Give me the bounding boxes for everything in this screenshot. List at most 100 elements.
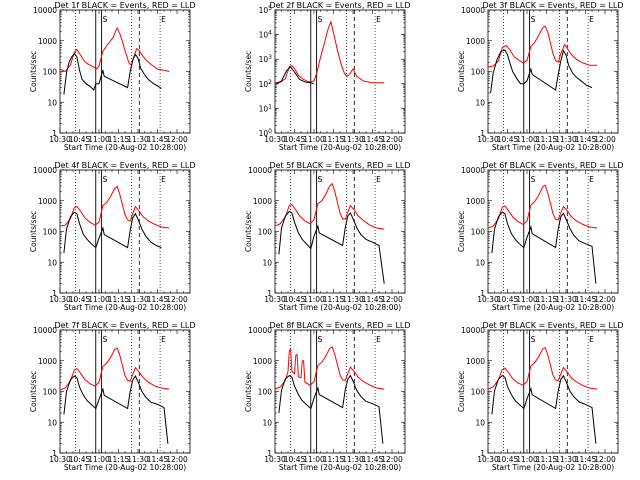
y-tick-label: 1000 — [253, 197, 272, 206]
x-axis-label: Start Time (20-Aug-02 10:28:00) — [279, 143, 401, 152]
y-tick-label: 101 — [259, 103, 273, 113]
x-tick-label: 11:30 — [127, 455, 149, 464]
x-tick-label: 11:30 — [127, 135, 149, 144]
lld-series-line — [488, 346, 598, 390]
x-tick-label: 11:45 — [575, 135, 597, 144]
x-tick-label: 11:30 — [555, 295, 577, 304]
x-tick-label: 11:15 — [536, 455, 558, 464]
x-tick-label: 11:00 — [88, 135, 110, 144]
x-tick-label: 11:00 — [303, 135, 325, 144]
y-tick-label: 1 — [52, 289, 57, 298]
x-tick-label: 10:30 — [477, 295, 499, 304]
x-tick-label: 12:00 — [166, 295, 188, 304]
y-tick-label: 1000 — [253, 357, 272, 366]
panel-det-3: Det 3f BLACK = Events, RED = LLD 1 10 100 10… — [457, 1, 624, 152]
plot-frame — [59, 329, 191, 454]
x-tick-label: 10:30 — [477, 455, 499, 464]
x-tick-label: 12:00 — [166, 455, 188, 464]
x-tick-label: 12:00 — [381, 455, 403, 464]
y-tick-label: 1 — [267, 289, 272, 298]
y-tick-label: 10000 — [248, 326, 272, 335]
y-axis-label: Counts/sec — [244, 371, 253, 412]
y-tick-label: 100 — [258, 388, 273, 397]
y-axis-label: Counts/sec — [244, 211, 253, 252]
events-series-line — [491, 211, 597, 284]
y-tick-label: 10 — [262, 258, 272, 267]
y-tick-label: 10 — [262, 418, 272, 427]
lld-series-line — [60, 347, 170, 391]
y-tick-label: 10 — [475, 98, 485, 107]
x-tick-label: 10:45 — [69, 295, 91, 304]
x-tick-label: 11:00 — [516, 295, 538, 304]
y-tick-label: 105 — [259, 5, 273, 15]
y-axis-label: Counts/sec — [29, 51, 38, 92]
end-marker-label: E — [589, 15, 594, 24]
y-tick-label: 102 — [259, 79, 273, 89]
x-tick-label: 11:45 — [362, 455, 384, 464]
start-marker-label: S — [531, 335, 536, 344]
panel-title: Det 1f BLACK = Events, RED = LLD — [54, 1, 195, 10]
y-tick-label: 1 — [480, 449, 485, 458]
x-axis-label: Start Time (20-Aug-02 10:28:00) — [64, 303, 186, 312]
x-tick-label: 11:15 — [323, 295, 345, 304]
panel-title: Det 6f BLACK = Events, RED = LLD — [482, 161, 623, 170]
x-tick-label: 10:30 — [264, 135, 286, 144]
y-tick-label: 1 — [52, 129, 57, 138]
x-tick-label: 11:45 — [575, 295, 597, 304]
x-tick-label: 11:00 — [303, 455, 325, 464]
x-tick-label: 11:45 — [575, 455, 597, 464]
x-tick-label: 10:45 — [284, 295, 306, 304]
x-tick-label: 10:45 — [497, 135, 519, 144]
y-tick-label: 100 — [43, 68, 58, 77]
events-series-line — [63, 52, 162, 95]
x-axis-label: Start Time (20-Aug-02 10:28:00) — [492, 303, 614, 312]
y-axis-label: Counts/sec — [244, 51, 253, 92]
start-marker-label: S — [103, 335, 108, 344]
x-tick-label: 10:30 — [264, 455, 286, 464]
y-tick-label: 100 — [258, 228, 273, 237]
panel-title: Det 9f BLACK = Events, RED = LLD — [482, 321, 623, 330]
start-marker-label: S — [318, 15, 323, 24]
y-axis-label: Counts/sec — [29, 211, 38, 252]
events-series-line — [278, 374, 384, 444]
x-tick-label: 12:00 — [594, 135, 616, 144]
y-axis-label: Counts/sec — [457, 211, 466, 252]
end-marker-label: E — [161, 15, 166, 24]
x-tick-label: 12:00 — [594, 455, 616, 464]
panel-title: Det 7f BLACK = Events, RED = LLD — [54, 321, 195, 330]
y-tick-label: 104 — [259, 30, 273, 40]
y-axis-label: Counts/sec — [457, 371, 466, 412]
lld-series-line — [488, 184, 598, 229]
y-tick-label: 10000 — [33, 326, 57, 335]
x-tick-label: 11:45 — [147, 135, 169, 144]
y-tick-label: 1000 — [466, 357, 485, 366]
y-tick-label: 10 — [47, 418, 57, 427]
y-tick-label: 1 — [267, 449, 272, 458]
y-tick-label: 100 — [43, 228, 58, 237]
x-tick-label: 10:30 — [49, 295, 71, 304]
y-tick-label: 1 — [480, 289, 485, 298]
x-axis-label: Start Time (20-Aug-02 10:28:00) — [492, 463, 614, 472]
end-marker-label: E — [376, 335, 381, 344]
x-tick-label: 10:30 — [264, 295, 286, 304]
y-tick-label: 1 — [480, 129, 485, 138]
x-tick-label: 11:30 — [555, 455, 577, 464]
x-tick-label: 11:15 — [536, 135, 558, 144]
x-tick-label: 12:00 — [381, 135, 403, 144]
end-marker-label: E — [376, 15, 381, 24]
x-tick-label: 11:15 — [108, 455, 130, 464]
y-tick-label: 100 — [43, 388, 58, 397]
x-tick-label: 10:30 — [477, 135, 499, 144]
y-tick-label: 1 — [52, 449, 57, 458]
plot-frame — [487, 169, 619, 294]
x-tick-label: 11:00 — [516, 135, 538, 144]
y-tick-label: 103 — [259, 54, 273, 64]
start-marker-label: S — [318, 175, 323, 184]
y-tick-label: 10000 — [461, 326, 485, 335]
x-tick-label: 11:15 — [536, 295, 558, 304]
x-tick-label: 11:45 — [362, 295, 384, 304]
x-tick-label: 12:00 — [166, 135, 188, 144]
panel-det-6: Det 6f BLACK = Events, RED = LLD 1 10 100 10… — [457, 161, 624, 312]
end-marker-label: E — [589, 175, 594, 184]
x-tick-label: 10:45 — [497, 455, 519, 464]
